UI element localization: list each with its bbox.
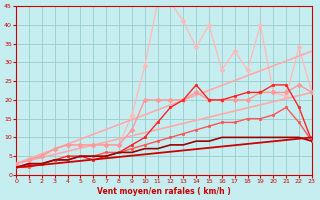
X-axis label: Vent moyen/en rafales ( km/h ): Vent moyen/en rafales ( km/h ) — [97, 187, 231, 196]
